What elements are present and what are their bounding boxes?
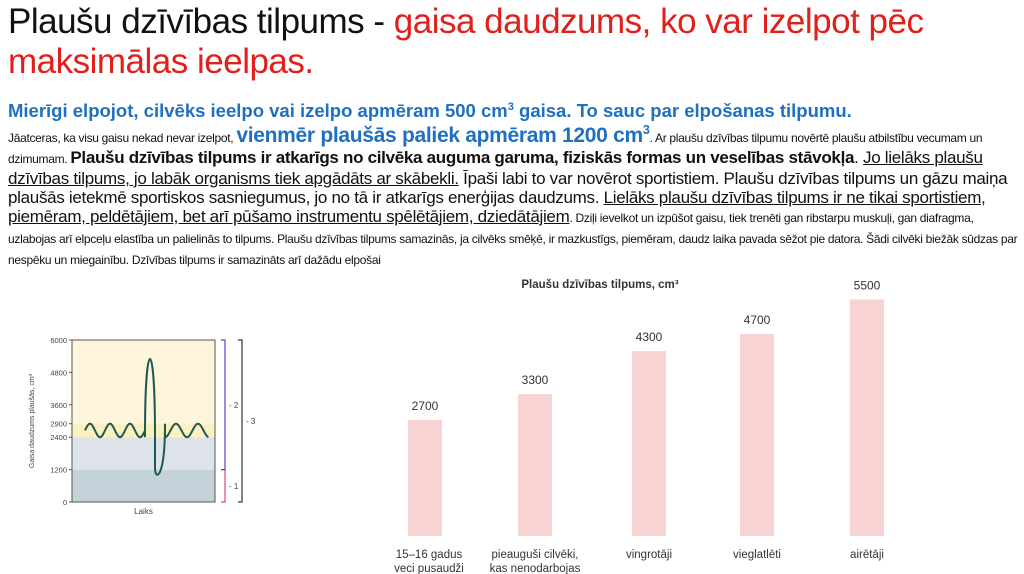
y-axis-label: Gaisa daudzums plaušās, cm³ — [29, 373, 36, 468]
y-tick-label: 4800 — [50, 368, 67, 377]
y-tick-label: 1200 — [50, 466, 67, 475]
x-axis-label: Laiks — [134, 507, 153, 516]
slide-title: Plaušu dzīvības tilpums - gaisa daudzums… — [8, 2, 1018, 82]
bar-value-label: 3300 — [522, 373, 549, 387]
bracket-2 — [221, 339, 226, 471]
lead-sup: 3 — [507, 100, 514, 113]
body-p2-bold: Plaušu dzīvības tilpums ir atkarīgs no c… — [70, 148, 855, 167]
lead-main: Mierīgi elpojot, cilvēks ieelpo vai izel… — [8, 100, 508, 121]
body-p2-dot: . — [854, 148, 864, 167]
body-p1-big-sup: 3 — [642, 123, 650, 137]
title-term: Plaušu dzīvības tilpums - — [8, 2, 394, 41]
category-label: veci pusaudži — [394, 563, 464, 574]
body-p1-big: vienmēr plaušās paliek apmēram 1200 cm3 — [236, 123, 650, 147]
category-label: pieauguši cilvēki, — [492, 549, 579, 561]
volume-band — [72, 469, 215, 502]
vital-capacity-bar-chart: Plaušu dzīvības tilpums, cm³ 2700 15–16 ga… — [394, 279, 884, 574]
bracket-3 — [238, 339, 243, 503]
bracket-label: - 2 — [229, 401, 239, 410]
breathing-curve — [84, 358, 209, 476]
body-text: Jāatceras, ka visu gaisu nekad nevar ize… — [8, 123, 1023, 270]
bracket-label: - 3 — [246, 417, 256, 426]
volume-band — [72, 340, 215, 424]
bar-value-label: 5500 — [854, 279, 881, 293]
chart-title: Plaušu dzīvības tilpums, cm³ — [521, 279, 678, 291]
body-p3-tail: Īpaši labi to var novērot sportistiem. P… — [8, 169, 1008, 207]
body-p4-tail: . Dziļi ievelkot un izpūšot gaisu, tiek … — [8, 211, 1018, 267]
bar-value-label: 4700 — [744, 313, 771, 327]
bar-value-label: 2700 — [412, 399, 439, 413]
lung-volume-diagram: 0 1200 2400 2900 3600 4800 6000 Laiks Gaisa daud… — [29, 336, 256, 516]
body-p1-big-text: vienmēr plaušās paliek apmēram 1200 cm — [236, 124, 643, 147]
lead-text: Mierīgi elpojot, cilvēks ieelpo vai izel… — [8, 100, 1023, 122]
y-tick-label: 3600 — [50, 401, 67, 410]
title-definition: gaisa daudzums, ko var izelpot pēc maksi… — [8, 2, 924, 81]
y-tick-label: 2900 — [50, 420, 67, 429]
category-label: airētāji — [850, 549, 884, 561]
bracket-1 — [221, 469, 226, 503]
y-tick-label: 6000 — [50, 336, 67, 345]
category-label: 15–16 gadus — [396, 549, 463, 561]
category-label: kas nenodarbojas — [490, 563, 581, 574]
category-label: vieglatlēti — [733, 549, 781, 561]
body-p4-underline: Lielāks plaušu dzīvības tilpums ir ne ti… — [8, 188, 986, 226]
body-p1: Jāatceras, ka visu gaisu nekad nevar ize… — [8, 131, 237, 145]
volume-band — [72, 437, 215, 470]
bar — [632, 351, 666, 536]
bar — [518, 394, 552, 536]
body-p3-underline: Jo lielāks plaušu dzīvības tilpums, jo l… — [8, 148, 983, 188]
category-label: vingrotāji — [626, 549, 672, 561]
plot-frame — [71, 339, 216, 503]
bracket-label: - 1 — [229, 482, 239, 491]
y-tick-label: 2400 — [50, 433, 67, 442]
bar — [408, 419, 442, 536]
bar — [740, 333, 774, 536]
bar-value-label: 4300 — [636, 330, 663, 344]
lead-tail: gaisa. To sauc par elpošanas tilpumu. — [513, 100, 852, 121]
body-p1-tail: . Ar plaušu dzīvības tilpumu novērtē pla… — [8, 131, 983, 166]
y-tick-label: 0 — [63, 498, 67, 507]
bar — [850, 299, 884, 536]
